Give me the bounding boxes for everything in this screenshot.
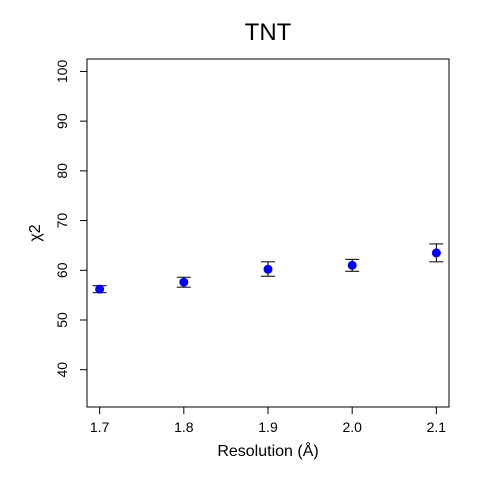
x-axis-label: Resolution (Å)	[217, 441, 318, 460]
y-tick-label: 60	[54, 262, 70, 278]
x-tick-label: 1.7	[90, 419, 110, 435]
y-tick-label: 50	[54, 312, 70, 328]
y-tick-label: 40	[54, 362, 70, 378]
data-point	[347, 260, 357, 270]
x-axis: 1.7 1.8 1.9 2.0 2.1	[90, 407, 446, 435]
chart-title: TNT	[245, 19, 292, 46]
data-point	[95, 284, 105, 294]
y-tick-label: 70	[54, 213, 70, 229]
x-tick-label: 2.1	[427, 419, 447, 435]
plot-frame	[86, 58, 450, 408]
y-axis: 40 50 60 70 80 90 100	[54, 60, 87, 378]
y-tick-label: 80	[54, 163, 70, 179]
data-point	[431, 248, 441, 258]
y-tick-label: 100	[54, 60, 70, 84]
x-tick-label: 1.9	[258, 419, 278, 435]
data-series	[92, 243, 444, 294]
x-tick-label: 2.0	[342, 419, 362, 435]
y-tick-label: 90	[54, 113, 70, 129]
x-tick-label: 1.8	[174, 419, 194, 435]
data-point	[179, 277, 189, 287]
data-point	[263, 264, 273, 274]
y-axis-label: χ2	[27, 224, 44, 241]
